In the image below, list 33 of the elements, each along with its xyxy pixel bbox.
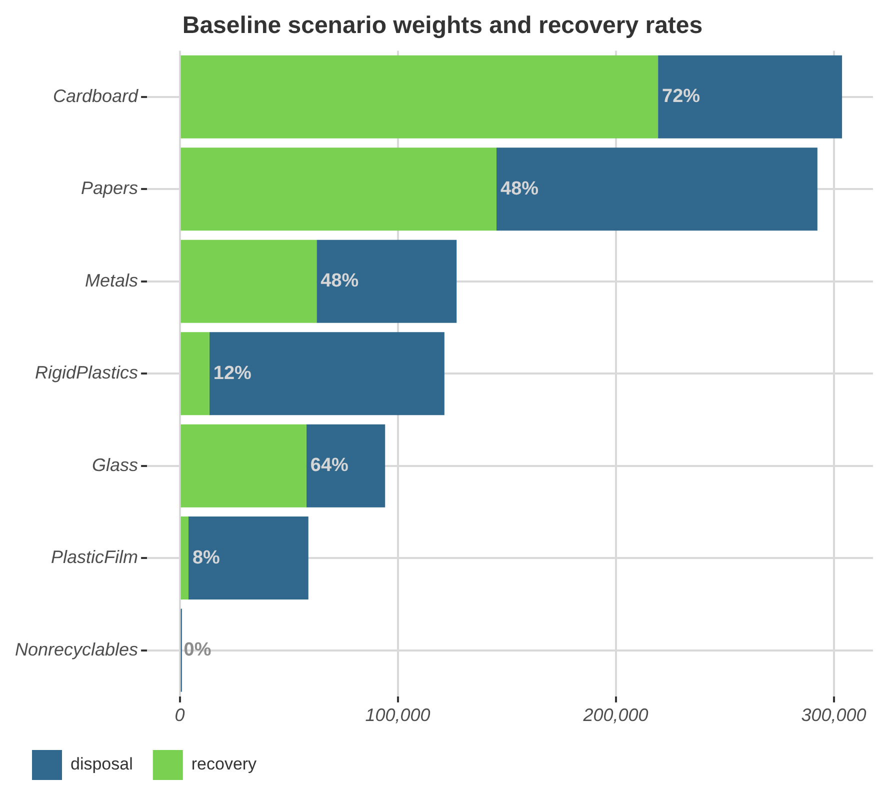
y-tick-label: Glass <box>92 454 138 475</box>
bar <box>180 240 317 323</box>
y-tick-label: RigidPlastics <box>35 362 138 383</box>
legend-label: disposal <box>70 754 133 774</box>
annotation: 48% <box>320 270 359 292</box>
bar <box>316 240 457 323</box>
x-tick-label: 0 <box>174 705 185 726</box>
annotation: 72% <box>662 86 700 108</box>
bar <box>209 332 444 416</box>
bar <box>180 148 497 231</box>
x-tick-label: 100,000 <box>365 705 430 726</box>
y-tick-label: Papers <box>81 178 138 198</box>
y-tick-label: Nonrecyclables <box>14 639 138 660</box>
bar <box>180 55 658 138</box>
bar <box>180 332 210 416</box>
annotation: 64% <box>310 455 349 476</box>
bar <box>188 516 308 600</box>
y-tick-label: Metals <box>85 270 138 290</box>
x-tick-label: 300,000 <box>801 705 866 726</box>
legend-label: recovery <box>191 754 258 774</box>
bar <box>180 516 188 600</box>
bar <box>658 55 842 138</box>
annotation: 48% <box>500 178 539 200</box>
x-tick-label: 200,000 <box>582 705 648 726</box>
bar <box>180 424 306 508</box>
bar <box>496 148 818 231</box>
annotation: 12% <box>213 362 252 384</box>
y-tick-label: PlasticFilm <box>51 547 138 568</box>
chart-title: Baseline scenario weights and recovery rates <box>182 12 703 40</box>
y-tick-label: Cardboard <box>52 86 140 106</box>
bar <box>306 424 386 508</box>
annotation: 8% <box>192 547 220 568</box>
annotation: 0% <box>184 640 212 661</box>
